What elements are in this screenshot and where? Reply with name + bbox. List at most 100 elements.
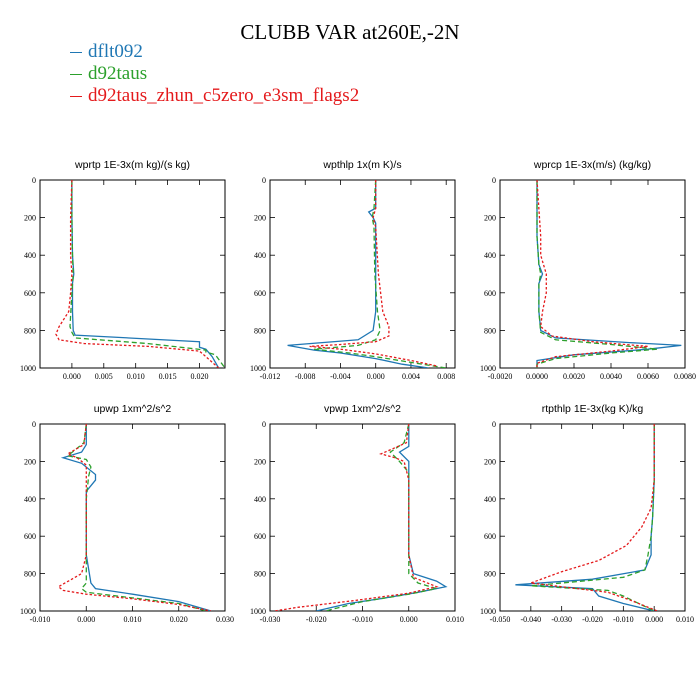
x-tick-label: 0.008: [437, 372, 455, 381]
legend-item-d92taus-zhun: d92taus_zhun_c5zero_e3sm_flags2: [70, 86, 359, 106]
panel-4: upwp 1xm^2/s^2 0 200 400 600 800 1000-0.010 0.0…: [20, 403, 234, 624]
y-tick-label: 400: [254, 251, 266, 260]
x-tick-label: 0.0080: [674, 372, 696, 381]
y-tick-label: 800: [24, 326, 36, 335]
x-tick-label: 0.005: [95, 372, 113, 381]
y-tick-label: 400: [254, 495, 266, 504]
y-tick-label: 1000: [250, 607, 266, 616]
panel-title: rtpthlp 1E-3x(kg K)/kg: [542, 403, 644, 415]
y-tick-label: 1000: [250, 364, 266, 373]
panel-title: wpthlp 1x(m K)/s: [322, 159, 401, 171]
panel-6: rtpthlp 1E-3x(kg K)/kg02004006008001000-…: [480, 403, 694, 624]
axes-frame: [499, 179, 686, 369]
y-tick-label: 600: [254, 289, 266, 298]
x-tick-label: -0.010: [30, 615, 51, 624]
series-line-2: [530, 424, 655, 611]
y-tick-label: 0: [262, 420, 266, 429]
x-tick-label: 0.020: [170, 615, 188, 624]
panel-title: vpwp 1xm^2/s^2: [324, 403, 401, 415]
series-line-3: [536, 180, 649, 368]
x-tick-label: 0.000: [77, 615, 95, 624]
y-tick-label: 1000: [20, 364, 36, 373]
legend-label: d92taus: [88, 63, 148, 84]
panel-title: wprtp 1E-3x(m kg)/(s kg): [74, 159, 190, 171]
x-tick-label: -0.0020: [488, 372, 513, 381]
y-tick-label: 800: [254, 570, 266, 579]
legend-swatch: [70, 95, 82, 98]
y-tick-label: 200: [24, 214, 36, 223]
series-line-2: [69, 180, 225, 368]
x-tick-label: 0.000: [63, 372, 81, 381]
y-tick-label: 1000: [480, 607, 496, 616]
panel-title: wprcp 1E-3x(m/s) (kg/kg): [533, 159, 651, 171]
y-tick-label: 0: [492, 420, 496, 429]
x-tick-label: 0.0020: [563, 372, 585, 381]
x-tick-label: -0.050: [490, 615, 511, 624]
y-tick-label: 200: [484, 457, 496, 466]
series-line-1: [515, 424, 655, 611]
legend-label: d92taus_zhun_c5zero_e3sm_flags2: [88, 85, 360, 106]
y-tick-label: 400: [484, 251, 496, 260]
panel-5: vpwp 1xm^2/s^2 0 200 400 600 800 1000-0.030 -0.…: [250, 403, 464, 624]
series-line-3: [274, 424, 439, 611]
axes-frame: [39, 423, 226, 612]
y-tick-label: 200: [484, 214, 496, 223]
y-tick-label: 600: [484, 532, 496, 541]
y-tick-label: 0: [262, 176, 266, 185]
series-line-1: [60, 424, 212, 611]
y-tick-label: 600: [484, 289, 496, 298]
x-tick-label: -0.040: [520, 615, 541, 624]
y-tick-label: 200: [254, 214, 266, 223]
axes-frame: [39, 179, 226, 369]
x-tick-label: -0.004: [330, 372, 351, 381]
y-tick-label: 600: [24, 532, 36, 541]
panel-2: wpthlp 1x(m K)/s 0 200 400 600 800 1000-0.012 -…: [250, 159, 456, 381]
x-tick-label: 0.0040: [600, 372, 622, 381]
y-tick-label: 600: [24, 289, 36, 298]
x-tick-label: 0.0000: [526, 372, 548, 381]
x-tick-label: 0.015: [159, 372, 177, 381]
chart-title: CLUBB VAR at260E,-2N: [240, 20, 460, 44]
series-line-2: [536, 180, 658, 368]
legend-swatch: [70, 73, 82, 76]
y-tick-label: 600: [254, 532, 266, 541]
x-tick-label: -0.020: [306, 615, 327, 624]
series-line-2: [313, 180, 447, 368]
x-tick-label: 0.004: [402, 372, 420, 381]
y-tick-label: 0: [32, 420, 36, 429]
x-tick-label: 0.010: [676, 615, 694, 624]
x-tick-label: -0.008: [295, 372, 316, 381]
x-tick-label: 0.030: [216, 615, 234, 624]
y-tick-label: 0: [32, 176, 36, 185]
y-tick-label: 800: [24, 570, 36, 579]
y-tick-label: 400: [484, 495, 496, 504]
x-tick-label: -0.030: [551, 615, 572, 624]
series-line-2: [66, 424, 207, 611]
series-line-1: [287, 180, 429, 368]
x-tick-label: 0.000: [367, 372, 385, 381]
x-tick-label: -0.030: [260, 615, 281, 624]
series-line-3: [55, 180, 220, 368]
x-tick-label: 0.000: [400, 615, 418, 624]
series-line-3: [530, 424, 658, 611]
y-tick-label: 1000: [20, 607, 36, 616]
x-tick-label: 0.020: [190, 372, 208, 381]
x-tick-label: 0.000: [645, 615, 663, 624]
series-line-3: [57, 424, 212, 611]
axes-frame: [499, 423, 686, 612]
legend-swatch: [70, 51, 82, 54]
axes-frame: [269, 179, 456, 369]
y-tick-label: 400: [24, 251, 36, 260]
panel-3: wprcp 1E-3x(m/s) (kg/kg) 0 200 400 600 800 100…: [480, 159, 696, 381]
y-tick-label: 800: [484, 326, 496, 335]
x-tick-label: 0.010: [124, 615, 142, 624]
y-tick-label: 1000: [480, 364, 496, 373]
y-tick-label: 400: [24, 495, 36, 504]
x-tick-label: 0.010: [446, 615, 464, 624]
x-tick-label: -0.010: [352, 615, 373, 624]
series-line-1: [316, 424, 448, 611]
legend-item-d92taus: d92taus: [70, 64, 147, 84]
y-tick-label: 0: [492, 176, 496, 185]
y-tick-label: 200: [254, 457, 266, 466]
